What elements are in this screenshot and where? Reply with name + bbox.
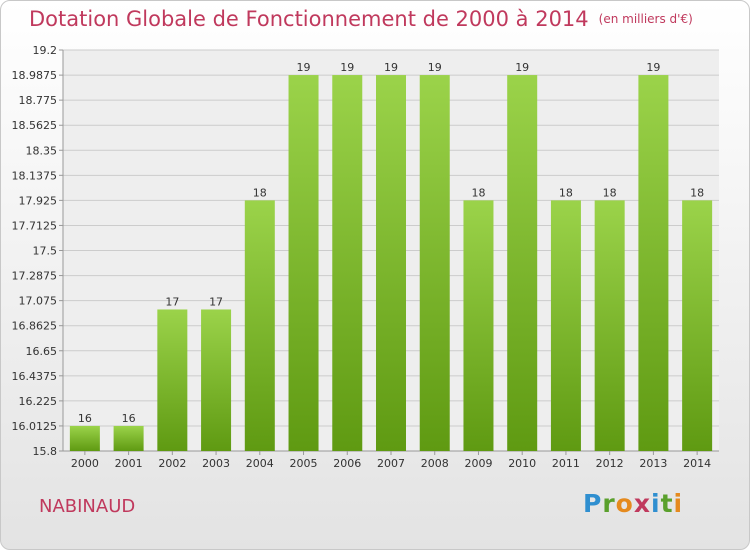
- y-tick-label: 18.1375: [12, 169, 58, 182]
- x-tick-label-2012: 2012: [596, 457, 624, 470]
- value-label-2003: 17: [209, 295, 223, 308]
- commune-name: NABINAUD: [39, 496, 136, 517]
- x-tick-label-2010: 2010: [508, 457, 536, 470]
- bar-2005: [288, 75, 319, 451]
- y-tick-label: 18.5625: [12, 119, 58, 132]
- chart-subtitle: (en milliers d'€): [598, 12, 693, 26]
- y-tick-label: 17.075: [19, 295, 58, 308]
- x-tick-label-2002: 2002: [158, 457, 186, 470]
- y-tick-label: 16.8625: [12, 320, 58, 333]
- bar-2000: [69, 425, 100, 451]
- x-tick-label-2013: 2013: [639, 457, 667, 470]
- bar-2002: [157, 309, 188, 451]
- x-tick-label-2005: 2005: [290, 457, 318, 470]
- x-tick-label-2001: 2001: [115, 457, 143, 470]
- y-tick-label: 19.2: [33, 44, 58, 57]
- y-tick-label: 17.2875: [12, 270, 58, 283]
- value-label-2010: 19: [515, 61, 529, 74]
- x-tick-label-2008: 2008: [421, 457, 449, 470]
- x-tick-label-2000: 2000: [71, 457, 99, 470]
- value-label-2007: 19: [384, 61, 398, 74]
- y-tick-label: 18.9875: [12, 69, 58, 82]
- bar-2010: [507, 75, 538, 451]
- proxiti-logo: Proxiti: [583, 489, 684, 518]
- bar-2011: [550, 200, 581, 451]
- value-label-2009: 18: [471, 186, 485, 199]
- value-label-2013: 19: [646, 61, 660, 74]
- x-tick-label-2004: 2004: [246, 457, 274, 470]
- value-label-2012: 18: [603, 186, 617, 199]
- value-label-2004: 18: [253, 186, 267, 199]
- bar-2004: [244, 200, 275, 451]
- value-label-2005: 19: [297, 61, 311, 74]
- value-label-2002: 17: [165, 295, 179, 308]
- bar-2013: [638, 75, 669, 451]
- y-tick-label: 17.925: [19, 194, 58, 207]
- x-tick-label-2006: 2006: [333, 457, 361, 470]
- value-label-2014: 18: [690, 186, 704, 199]
- x-tick-label-2014: 2014: [683, 457, 711, 470]
- value-label-2006: 19: [340, 61, 354, 74]
- y-tick-label: 15.8: [33, 445, 58, 458]
- bar-2012: [594, 200, 625, 451]
- value-label-2000: 16: [78, 412, 92, 425]
- bar-2007: [376, 75, 406, 451]
- bar-2014: [682, 200, 713, 451]
- value-label-2008: 19: [428, 61, 442, 74]
- x-tick-label-2003: 2003: [202, 457, 230, 470]
- y-tick-label: 16.225: [19, 395, 58, 408]
- value-label-2011: 18: [559, 186, 573, 199]
- x-tick-label-2007: 2007: [377, 457, 405, 470]
- chart-title: Dotation Globale de Fonctionnement de 20…: [29, 7, 693, 31]
- y-tick-label: 16.4375: [12, 370, 58, 383]
- y-tick-label: 18.35: [26, 144, 58, 157]
- y-tick-label: 16.0125: [12, 420, 58, 433]
- bar-2006: [332, 75, 363, 451]
- y-tick-label: 18.775: [19, 94, 58, 107]
- x-tick-label-2009: 2009: [464, 457, 492, 470]
- bar-2003: [201, 309, 232, 451]
- x-tick-label-2011: 2011: [552, 457, 580, 470]
- bar-2001: [113, 425, 144, 451]
- y-tick-label: 16.65: [26, 345, 58, 358]
- y-tick-label: 17.7125: [12, 219, 58, 232]
- value-label-2001: 16: [122, 412, 136, 425]
- bar-2008: [419, 75, 450, 451]
- y-tick-label: 17.5: [33, 245, 58, 258]
- bar-2009: [463, 200, 494, 451]
